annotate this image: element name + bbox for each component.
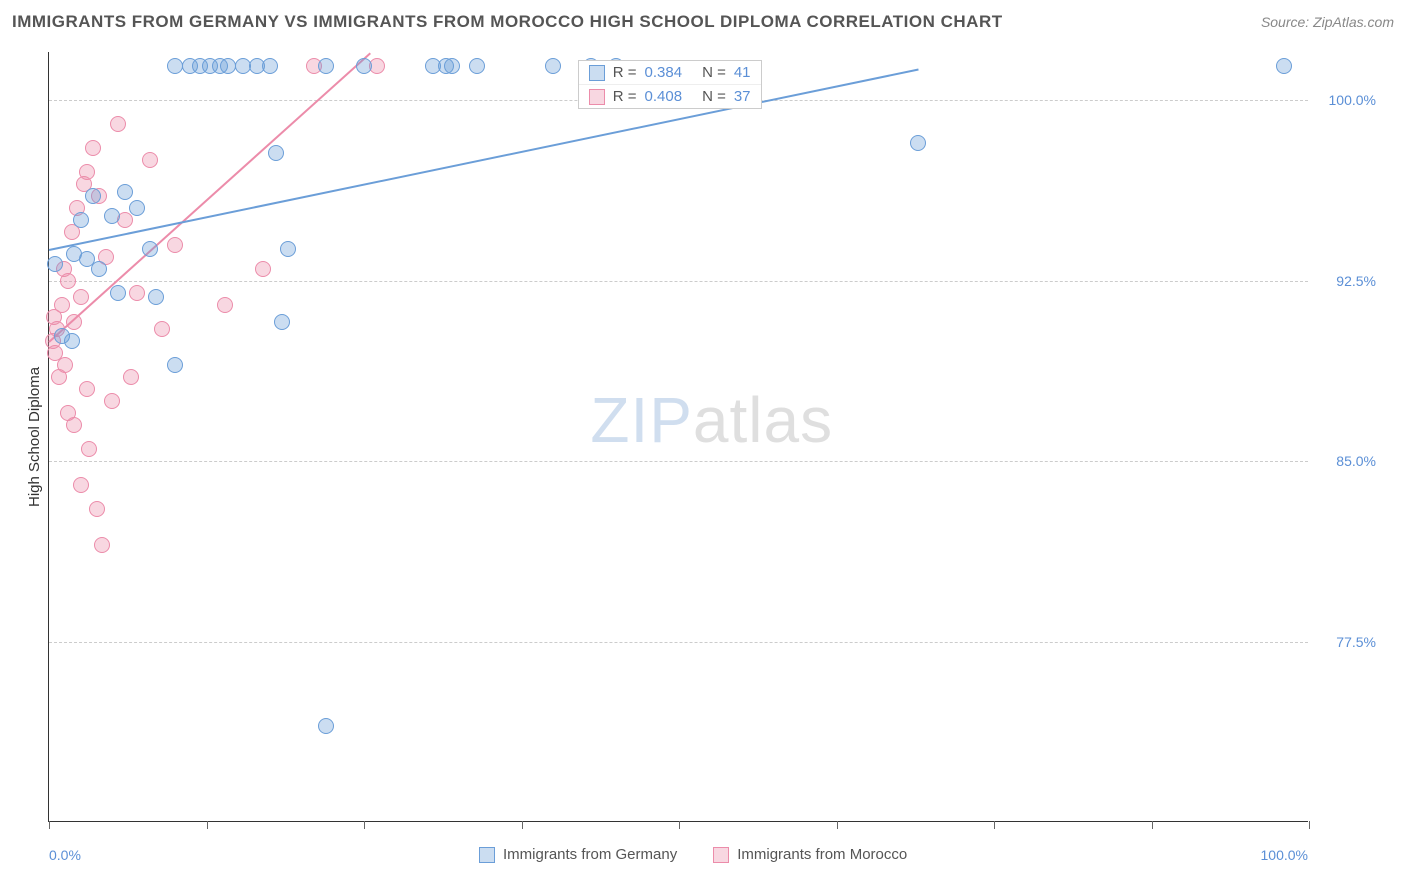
watermark-zip: ZIP (590, 384, 693, 456)
trendline-germany (49, 69, 919, 251)
point-germany (167, 58, 183, 74)
point-morocco (142, 152, 158, 168)
legend-item-germany: Immigrants from Germany (479, 846, 677, 863)
point-germany (85, 188, 101, 204)
point-morocco (73, 289, 89, 305)
legend-swatch-germany (479, 847, 495, 863)
x-tick (364, 821, 365, 829)
point-morocco (129, 285, 145, 301)
swatch-germany (589, 65, 605, 81)
legend-item-morocco: Immigrants from Morocco (713, 846, 907, 863)
point-germany (129, 200, 145, 216)
y-tick-label: 85.0% (1316, 453, 1376, 469)
x-tick (679, 821, 680, 829)
point-morocco (60, 273, 76, 289)
point-germany (73, 212, 89, 228)
chart-title: IMMIGRANTS FROM GERMANY VS IMMIGRANTS FR… (12, 12, 1003, 32)
legend-swatch-morocco (713, 847, 729, 863)
point-morocco (154, 321, 170, 337)
x-tick (1152, 821, 1153, 829)
point-germany (47, 256, 63, 272)
point-germany (64, 333, 80, 349)
point-germany (469, 58, 485, 74)
point-germany (117, 184, 133, 200)
point-morocco (217, 297, 233, 313)
stat-n-value: 41 (734, 64, 751, 81)
point-morocco (104, 393, 120, 409)
point-morocco (255, 261, 271, 277)
x-tick (49, 821, 50, 829)
stats-row-germany: R = 0.384 N = 41 (579, 61, 761, 85)
point-germany (280, 241, 296, 257)
point-morocco (57, 357, 73, 373)
y-tick-label: 92.5% (1316, 273, 1376, 289)
point-morocco (167, 237, 183, 253)
x-tick (1309, 821, 1310, 829)
point-morocco (73, 477, 89, 493)
x-tick-label: 100.0% (1261, 847, 1308, 863)
stat-r-label: R = (613, 88, 637, 105)
gridline-h (49, 281, 1308, 282)
point-morocco (94, 537, 110, 553)
point-germany (220, 58, 236, 74)
point-germany (91, 261, 107, 277)
stats-row-morocco: R = 0.408 N = 37 (579, 85, 761, 108)
legend: Immigrants from Germany Immigrants from M… (479, 846, 907, 863)
point-morocco (85, 140, 101, 156)
point-morocco (79, 164, 95, 180)
point-germany (110, 285, 126, 301)
plot-area: ZIPatlas 77.5%85.0%92.5%100.0%0.0%100.0%… (48, 52, 1308, 822)
point-germany (262, 58, 278, 74)
point-germany (1276, 58, 1292, 74)
stat-r-label: R = (613, 64, 637, 81)
point-germany (318, 58, 334, 74)
stats-box: R = 0.384 N = 41 R = 0.408 N = 37 (578, 60, 762, 109)
point-morocco (79, 381, 95, 397)
gridline-h (49, 461, 1308, 462)
chart-container: IMMIGRANTS FROM GERMANY VS IMMIGRANTS FR… (0, 0, 1406, 892)
point-germany (356, 58, 372, 74)
stat-r-value: 0.384 (645, 64, 683, 81)
point-morocco (89, 501, 105, 517)
point-morocco (123, 369, 139, 385)
point-germany (148, 289, 164, 305)
legend-label-germany: Immigrants from Germany (503, 846, 677, 863)
x-tick (522, 821, 523, 829)
point-morocco (54, 297, 70, 313)
point-morocco (81, 441, 97, 457)
stat-r-value: 0.408 (645, 88, 683, 105)
watermark: ZIPatlas (590, 383, 833, 457)
point-germany (545, 58, 561, 74)
y-tick-label: 77.5% (1316, 634, 1376, 650)
point-germany (268, 145, 284, 161)
point-morocco (66, 417, 82, 433)
x-tick (837, 821, 838, 829)
swatch-morocco (589, 89, 605, 105)
point-germany (274, 314, 290, 330)
point-germany (444, 58, 460, 74)
y-axis-label: High School Diploma (26, 367, 43, 507)
gridline-h (49, 642, 1308, 643)
stat-n-label: N = (702, 88, 726, 105)
stat-n-label: N = (702, 64, 726, 81)
point-germany (318, 718, 334, 734)
title-bar: IMMIGRANTS FROM GERMANY VS IMMIGRANTS FR… (12, 12, 1394, 32)
x-tick (994, 821, 995, 829)
legend-label-morocco: Immigrants from Morocco (737, 846, 907, 863)
point-germany (104, 208, 120, 224)
x-tick-label: 0.0% (49, 847, 81, 863)
point-morocco (110, 116, 126, 132)
stat-n-value: 37 (734, 88, 751, 105)
point-germany (910, 135, 926, 151)
watermark-atlas: atlas (693, 384, 833, 456)
source-attribution: Source: ZipAtlas.com (1261, 14, 1394, 30)
y-tick-label: 100.0% (1316, 92, 1376, 108)
point-germany (167, 357, 183, 373)
x-tick (207, 821, 208, 829)
point-germany (142, 241, 158, 257)
